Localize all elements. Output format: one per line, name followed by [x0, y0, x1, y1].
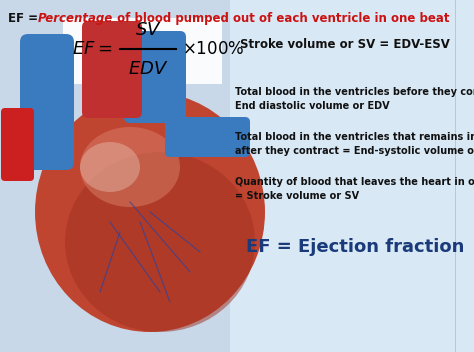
- FancyBboxPatch shape: [63, 18, 222, 84]
- Ellipse shape: [35, 92, 265, 332]
- Text: Total blood in the ventricles that remains in the heart
after they contract = En: Total blood in the ventricles that remai…: [235, 132, 474, 156]
- Text: of blood pumped out of each ventricle in one beat: of blood pumped out of each ventricle in…: [113, 12, 449, 25]
- Text: $\times 100\%$: $\times 100\%$: [182, 40, 245, 58]
- Text: Total blood in the ventricles before they contract =
End diastolic volume or EDV: Total blood in the ventricles before the…: [235, 87, 474, 111]
- Text: Percentage: Percentage: [38, 12, 113, 25]
- FancyBboxPatch shape: [124, 31, 186, 123]
- Ellipse shape: [80, 127, 180, 207]
- FancyBboxPatch shape: [230, 0, 474, 352]
- Text: $EDV$: $EDV$: [128, 60, 168, 78]
- FancyBboxPatch shape: [82, 21, 142, 118]
- FancyBboxPatch shape: [165, 117, 250, 157]
- Text: $SV$: $SV$: [135, 21, 161, 39]
- Text: $EF=$: $EF=$: [72, 40, 112, 58]
- Text: Stroke volume or SV = EDV-ESV: Stroke volume or SV = EDV-ESV: [240, 38, 450, 50]
- Ellipse shape: [65, 152, 255, 332]
- FancyBboxPatch shape: [20, 34, 74, 170]
- Ellipse shape: [80, 142, 140, 192]
- FancyBboxPatch shape: [1, 108, 34, 181]
- Text: EF =: EF =: [8, 12, 42, 25]
- Text: Quantity of blood that leaves the heart in one contraction
= Stroke volume or SV: Quantity of blood that leaves the heart …: [235, 177, 474, 201]
- Text: EF = Ejection fraction: EF = Ejection fraction: [246, 238, 464, 256]
